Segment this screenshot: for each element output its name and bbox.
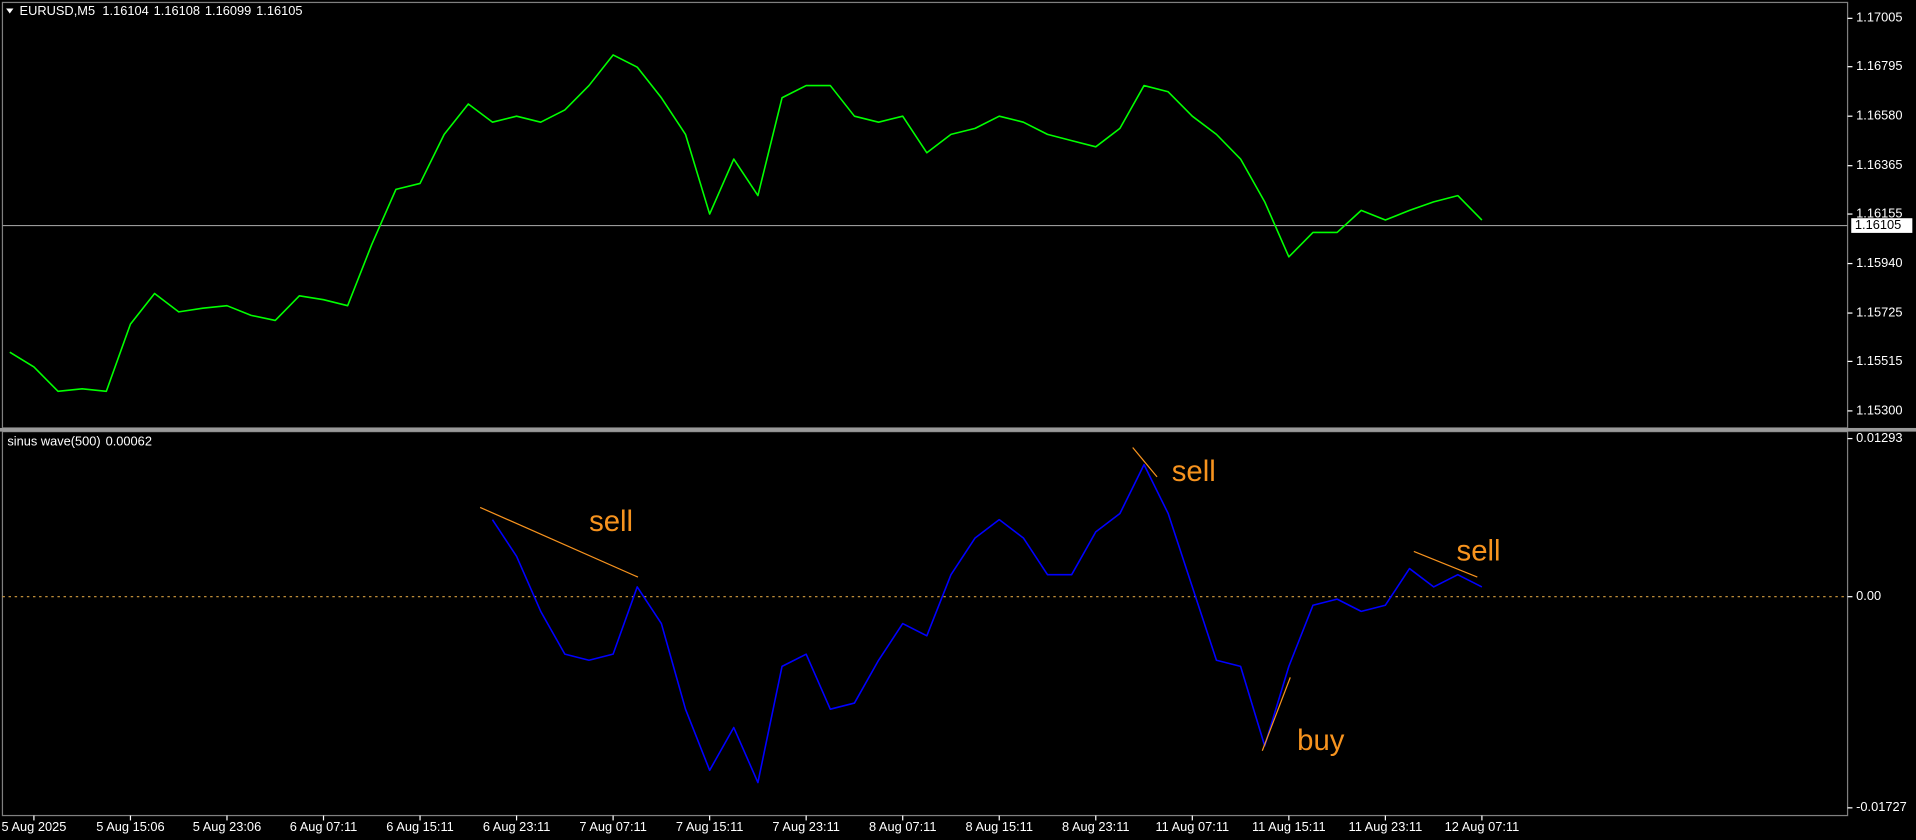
trend-line (1261, 677, 1291, 751)
annotation-label: sell (1172, 455, 1216, 488)
x-tick-label: 6 Aug 15:11 (386, 819, 454, 834)
y-tick-label: 1.16580 (1856, 108, 1902, 123)
x-tick-label: 5 Aug 23:06 (193, 819, 261, 834)
pane-separator (0, 427, 1916, 432)
x-tick-label: 8 Aug 07:11 (869, 819, 937, 834)
x-tick-label: 6 Aug 07:11 (290, 819, 358, 834)
y-tick-label: 1.17005 (1856, 10, 1902, 25)
current-price-label: 1.16105 (1855, 217, 1901, 232)
close: 1.16105 (256, 4, 302, 19)
y-tick-label: 1.15515 (1856, 353, 1902, 368)
x-tick-label: 11 Aug 07:11 (1155, 819, 1229, 834)
high: 1.16108 (154, 4, 200, 19)
indicator-title: sinus wave(500) 0.00062 (7, 434, 152, 449)
price-pane-title: EURUSD,M5 1.16104 1.16108 1.16099 1.16105 (20, 4, 303, 19)
x-tick-label: 7 Aug 07:11 (579, 819, 647, 834)
annotation-label: buy (1297, 724, 1345, 757)
annotation-label: sell (1457, 534, 1501, 567)
y-tick-label: 0.00 (1856, 588, 1881, 603)
x-tick-label: 5 Aug 2025 (1, 819, 66, 834)
x-tick-label: 11 Aug 23:11 (1349, 819, 1423, 834)
y-tick-label: 1.16365 (1856, 157, 1902, 172)
y-tick-label: -0.01727 (1856, 799, 1907, 814)
menu-triangle[interactable] (6, 8, 14, 14)
y-tick-label: 1.15300 (1856, 402, 1902, 417)
x-tick-label: 11 Aug 15:11 (1252, 819, 1326, 834)
symbol: EURUSD,M5 (20, 4, 96, 19)
series-line (9, 54, 1483, 393)
y-tick-label: 1.16795 (1856, 58, 1902, 73)
indicator-name: sinus wave(500) (7, 434, 100, 449)
y-tick-label: 1.15725 (1856, 304, 1902, 319)
series-line (491, 463, 1483, 784)
x-tick-label: 8 Aug 15:11 (965, 819, 1033, 834)
open: 1.16104 (102, 4, 148, 19)
x-tick-label: 7 Aug 15:11 (676, 819, 744, 834)
x-tick-label: 5 Aug 15:06 (96, 819, 164, 834)
x-tick-label: 7 Aug 23:11 (772, 819, 840, 834)
low: 1.16099 (205, 4, 251, 19)
trend-line (479, 506, 639, 578)
x-tick-label: 8 Aug 23:11 (1062, 819, 1130, 834)
trend-line (1132, 447, 1158, 478)
x-tick-label: 6 Aug 23:11 (483, 819, 551, 834)
y-tick-label: 1.15940 (1856, 255, 1902, 270)
current-price-box (1851, 218, 1913, 233)
indicator-value: 0.00062 (106, 434, 152, 449)
y-tick-label: 1.16155 (1856, 205, 1902, 220)
y-tick-label: 0.01293 (1856, 430, 1902, 445)
trend-line (1413, 550, 1478, 578)
annotation-label: sell (589, 505, 633, 538)
x-tick-label: 12 Aug 07:11 (1445, 819, 1520, 834)
